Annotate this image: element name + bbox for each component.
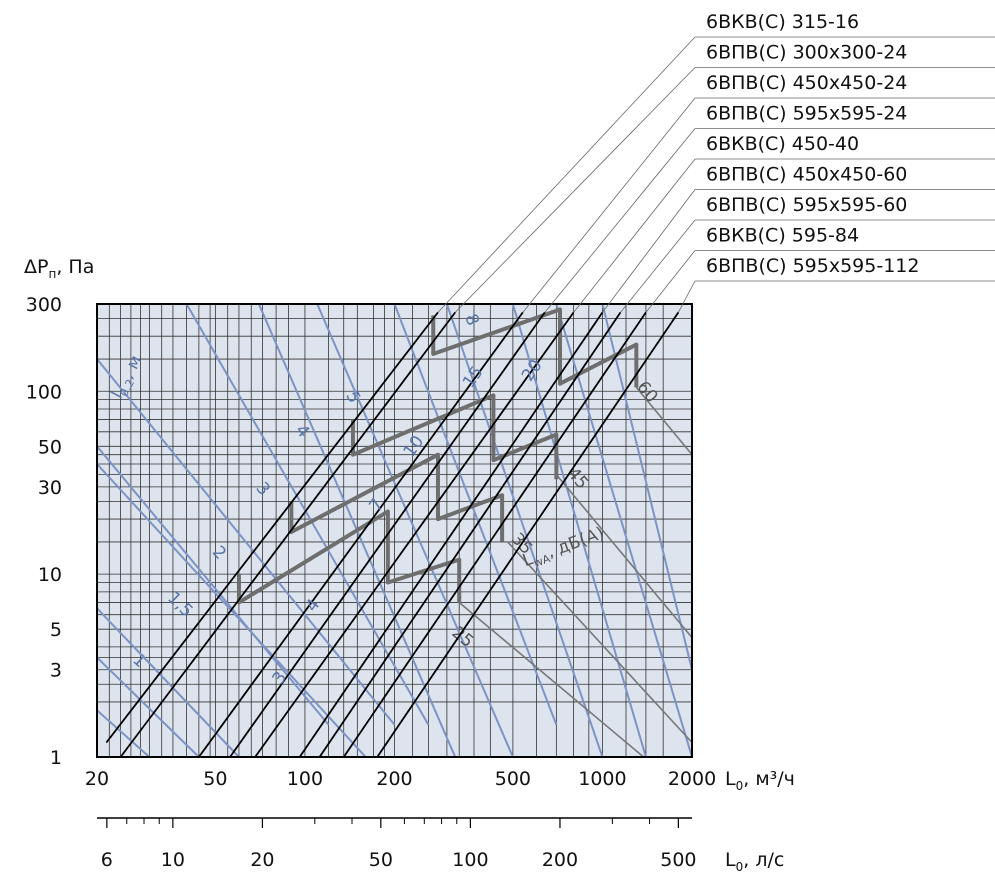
y-tick-label: 100: [26, 381, 62, 403]
y-tick-label: 10: [38, 564, 62, 586]
throw-line: [97, 358, 396, 726]
legend-entry: 6ВПВ(С) 595х595-60: [706, 194, 907, 216]
y-axis-label: ΔPп, Па: [24, 256, 94, 281]
legend-leader: [454, 67, 696, 313]
legend-entry: 6ВКВ(С) 315-16: [706, 11, 859, 33]
legend-entry: 6ВКВ(С) 450-40: [706, 133, 859, 155]
y-tick-label: 1: [50, 747, 62, 769]
secondary-x-axis: 6 10 20 50 100 200 500: [97, 817, 697, 871]
throw-line: [316, 304, 514, 757]
model-line: [298, 311, 604, 757]
throw-line: [97, 656, 200, 757]
y-tick-label: 3: [50, 660, 62, 682]
throw-line: [511, 304, 647, 757]
x2-tick-label: 500: [660, 849, 696, 871]
y-tick-label: 5: [50, 619, 62, 641]
model-line: [198, 311, 524, 757]
x-axis-label: L0, м³/ч: [725, 768, 795, 793]
throw-line: [555, 304, 692, 757]
throw-line: [97, 607, 240, 757]
noise-line: [555, 474, 692, 639]
x2-tick-label: 6: [101, 849, 113, 871]
band-line: [431, 307, 562, 356]
noise-line: [458, 601, 645, 757]
legend: 6ВКВ(С) 315-16 6ВПВ(С) 300х300-24 6ВПВ(С) …: [437, 11, 995, 313]
x-tick-label: 1000: [578, 768, 626, 790]
y-tick-label: 300: [26, 294, 62, 316]
model-line: [229, 311, 546, 757]
plot-frame: [96, 303, 693, 758]
legend-leader: [437, 36, 696, 313]
model-line: [318, 311, 622, 757]
legend-leader: [602, 189, 696, 313]
x-tick-label: 100: [287, 768, 323, 790]
noise-line: [635, 386, 692, 456]
legend-entry: 6ВКВ(С) 595-84: [706, 225, 859, 247]
legend-leader: [678, 280, 696, 313]
x-tick-label: 2000: [668, 768, 716, 790]
band-line: [558, 342, 639, 386]
x2-tick-label: 50: [369, 849, 393, 871]
model-line: [105, 311, 439, 744]
legend-leader: [645, 250, 696, 313]
x-tick-label: 200: [376, 768, 412, 790]
legend-entry: 6ВПВ(С) 300х300-24: [706, 42, 907, 64]
throw-line: [97, 445, 330, 726]
model-line: [254, 311, 575, 757]
legend-entry: 6ВПВ(С) 595х595-24: [706, 103, 907, 125]
legend-entry: 6ВПВ(С) 595х595-112: [706, 255, 919, 277]
x2-tick-label: 10: [161, 849, 185, 871]
model-line: [342, 311, 647, 757]
y-tick-label: 30: [38, 477, 62, 499]
band-line: [236, 509, 390, 605]
model-line: [119, 311, 456, 757]
legend-leader: [620, 219, 696, 313]
x2-axis-label: L0, л/с: [725, 849, 784, 874]
band-line: [289, 452, 440, 534]
x2-tick-label: 100: [452, 849, 488, 871]
band-line: [350, 393, 496, 457]
x-axis-tick-labels: 20 50 100 200 500 1000 2000: [85, 768, 716, 790]
x-tick-label: 50: [203, 768, 227, 790]
band-line: [385, 557, 462, 585]
throw-line: [97, 709, 151, 757]
noise-line: [507, 541, 692, 744]
throw-line: [601, 304, 692, 670]
y-tick-label: 50: [38, 436, 62, 458]
x2-tick-label: 200: [542, 849, 578, 871]
legend-leader: [573, 158, 696, 313]
model-lines: [105, 311, 680, 757]
legend-entry: 6ВПВ(С) 450х450-60: [706, 164, 907, 186]
legend-leader: [544, 128, 696, 313]
legend-leader: [522, 97, 696, 313]
model-line: [376, 311, 680, 757]
legend-entry: 6ВПВ(С) 450х450-24: [706, 72, 907, 94]
x-tick-label: 20: [85, 768, 109, 790]
x2-tick-label: 20: [250, 849, 274, 871]
throw-line: [393, 304, 558, 726]
x-tick-label: 500: [495, 768, 531, 790]
y-axis-tick-labels: 1 3 5 10 30 50 100 300: [26, 294, 62, 769]
